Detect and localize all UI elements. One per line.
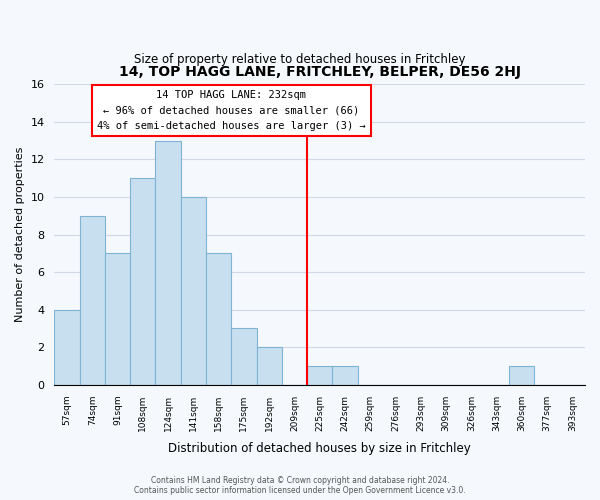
Bar xyxy=(509,366,535,385)
Bar xyxy=(55,310,80,385)
Bar xyxy=(206,254,231,385)
Bar xyxy=(130,178,155,385)
Bar xyxy=(155,140,181,385)
Text: Size of property relative to detached houses in Fritchley: Size of property relative to detached ho… xyxy=(134,52,466,66)
Bar xyxy=(307,366,332,385)
Bar xyxy=(231,328,257,385)
Bar xyxy=(181,197,206,385)
Text: 14 TOP HAGG LANE: 232sqm
← 96% of detached houses are smaller (66)
4% of semi-de: 14 TOP HAGG LANE: 232sqm ← 96% of detach… xyxy=(97,90,365,131)
Text: Contains HM Land Registry data © Crown copyright and database right 2024.
Contai: Contains HM Land Registry data © Crown c… xyxy=(134,476,466,495)
X-axis label: Distribution of detached houses by size in Fritchley: Distribution of detached houses by size … xyxy=(169,442,471,455)
Title: 14, TOP HAGG LANE, FRITCHLEY, BELPER, DE56 2HJ: 14, TOP HAGG LANE, FRITCHLEY, BELPER, DE… xyxy=(119,65,521,79)
Bar xyxy=(105,254,130,385)
Bar xyxy=(332,366,358,385)
Bar xyxy=(257,347,282,385)
Bar xyxy=(80,216,105,385)
Y-axis label: Number of detached properties: Number of detached properties xyxy=(15,147,25,322)
